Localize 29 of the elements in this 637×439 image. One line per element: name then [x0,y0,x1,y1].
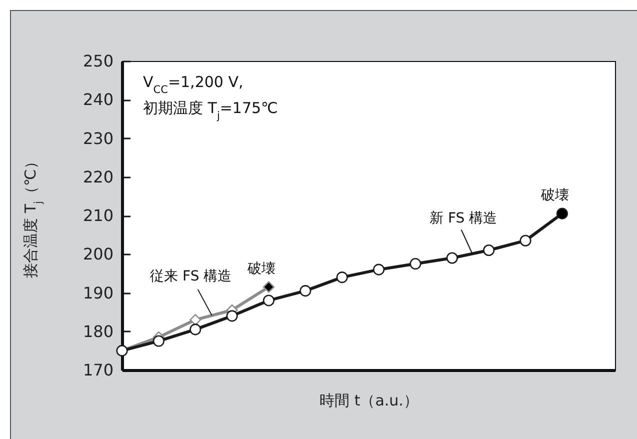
y-tick-label: 190 [82,283,114,302]
point [373,264,385,276]
y-tick-label: 180 [82,322,114,341]
series-label: 新 FS 構造 [430,210,498,227]
point [190,324,202,336]
point [226,310,238,322]
point [446,252,458,264]
point [520,234,532,246]
data-label: 破壊 [540,188,570,204]
y-tick-label: 240 [82,90,114,110]
y-tick-label: 230 [82,128,114,148]
point [556,208,568,220]
point [483,244,495,256]
point [262,281,274,293]
annotation: 初期温度 T$_{j}$=175℃ [143,99,278,122]
series-label: 従来 FS 構造 [150,268,232,284]
point [410,258,422,270]
annotation: V$_{CC}$=1,200 V, [143,73,244,96]
y-tick-label: 200 [82,244,114,264]
y-tick-label: 210 [82,206,114,225]
x-axis-title: 時間 t（a.u.） [320,392,418,410]
point [300,285,312,297]
point [336,272,348,284]
data-label: 破壊 [246,260,276,277]
y-tick-label: 220 [82,167,114,186]
y-tick-label: 170 [82,360,114,380]
y-tick-label: 250 [82,52,114,70]
point [152,335,164,347]
point [262,294,274,306]
